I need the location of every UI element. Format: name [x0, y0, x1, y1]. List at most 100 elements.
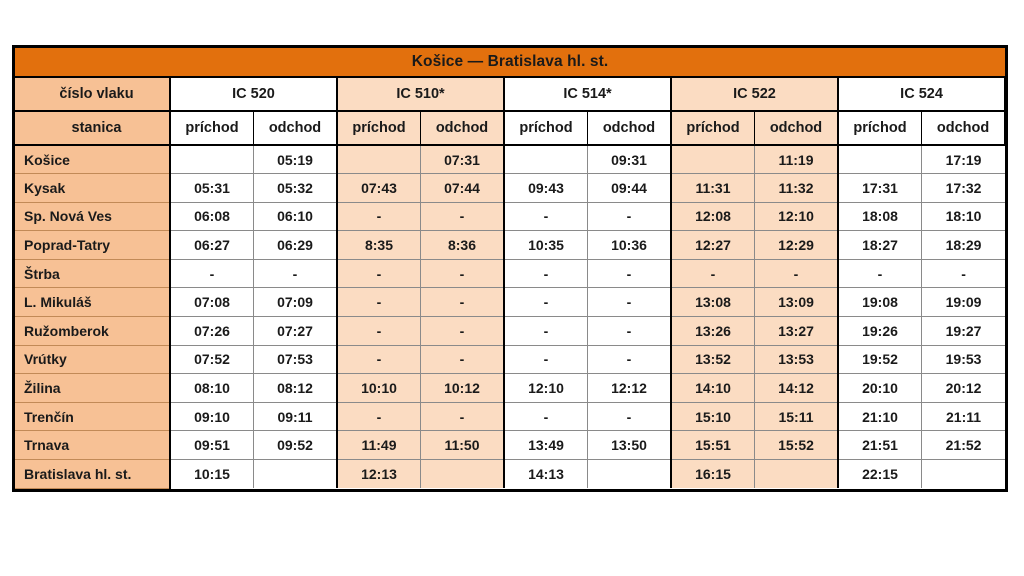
time-cell: 15:51	[671, 430, 755, 461]
station-name[interactable]: Košice	[15, 145, 171, 175]
time-cell	[754, 459, 839, 489]
time-cell: 13:09	[754, 287, 839, 318]
table-row: Košice 05:19 07:31 09:31 11:19 17:19	[15, 145, 1006, 175]
station-name[interactable]: Bratislava hl. st.	[15, 459, 171, 489]
timetable-body: Košice 05:19 07:31 09:31 11:19 17:19 Kysak 05:3…	[15, 145, 1006, 489]
col-header-departure-1: odchod	[253, 111, 338, 146]
time-cell: 12:10	[504, 373, 588, 403]
time-cell: 18:27	[838, 230, 922, 260]
train-number-ic-524[interactable]: IC 524	[838, 77, 1007, 112]
time-cell: 08:10	[170, 373, 254, 403]
station-name[interactable]: Kysak	[15, 173, 171, 203]
time-cell	[921, 459, 1006, 489]
table-row: Ružomberok 07:26 07:27- - - -13:26 13:27 19:26 1…	[15, 316, 1006, 346]
table-row: Vrútky 07:52 07:53- - - -13:52 13:53 19:52 19:53	[15, 345, 1006, 375]
time-cell: 06:29	[253, 230, 338, 260]
time-cell: -	[170, 259, 254, 289]
train-number-ic-520[interactable]: IC 520	[170, 77, 338, 112]
station-name[interactable]: Trenčín	[15, 402, 171, 432]
table-row: Žilina 08:10 08:12 10:10 10:12 12:10 12:12 14:1…	[15, 373, 1006, 403]
time-cell: 09:51	[170, 430, 254, 461]
time-cell: 06:08	[170, 202, 254, 232]
time-cell: -	[420, 402, 505, 432]
time-cell: 15:11	[754, 402, 839, 432]
table-row: Trenčín 09:10 09:11- - - -15:10 15:11 21:10 21:1…	[15, 402, 1006, 432]
table-row: Bratislava hl. st. 10:15 12:13 14:13 16:15 22…	[15, 459, 1006, 489]
time-cell: 07:27	[253, 316, 338, 346]
table-row: Štrba - - - - - - - - - -	[15, 259, 1006, 289]
time-cell: -	[587, 259, 672, 289]
time-cell: 11:49	[337, 430, 421, 461]
station-name[interactable]: Žilina	[15, 373, 171, 403]
time-cell: 09:52	[253, 430, 338, 461]
time-cell: 05:19	[253, 145, 338, 175]
time-cell: 09:43	[504, 173, 588, 203]
time-cell: 09:11	[253, 402, 338, 432]
time-cell: 05:31	[170, 173, 254, 203]
time-cell	[253, 459, 338, 489]
time-cell: -	[504, 402, 588, 432]
col-header-arrival-3: príchod	[504, 111, 588, 146]
station-name[interactable]: Sp. Nová Ves	[15, 202, 171, 232]
time-cell: 12:29	[754, 230, 839, 260]
title-row: Košice — Bratislava hl. st.	[15, 48, 1006, 78]
station-name[interactable]: L. Mikuláš	[15, 287, 171, 318]
time-cell: 10:15	[170, 459, 254, 489]
timetable-container: Košice — Bratislava hl. st. číslo vlaku I…	[12, 45, 1008, 492]
time-cell: 20:12	[921, 373, 1006, 403]
time-cell: 15:52	[754, 430, 839, 461]
time-cell: -	[587, 345, 672, 375]
time-cell: -	[337, 202, 421, 232]
time-cell: -	[754, 259, 839, 289]
time-cell: 17:32	[921, 173, 1006, 203]
col-header-arrival-4: príchod	[671, 111, 755, 146]
station-name[interactable]: Štrba	[15, 259, 171, 289]
station-name[interactable]: Ružomberok	[15, 316, 171, 346]
time-cell: 11:50	[420, 430, 505, 461]
time-cell: 18:08	[838, 202, 922, 232]
station-name[interactable]: Poprad-Tatry	[15, 230, 171, 260]
col-header-arrival-1: príchod	[170, 111, 254, 146]
time-cell: 11:32	[754, 173, 839, 203]
time-cell: 10:12	[420, 373, 505, 403]
time-cell	[504, 145, 588, 175]
time-cell: 09:10	[170, 402, 254, 432]
time-cell: 19:52	[838, 345, 922, 375]
time-cell: 21:10	[838, 402, 922, 432]
time-cell: -	[420, 259, 505, 289]
time-cell: 06:10	[253, 202, 338, 232]
time-cell: 07:09	[253, 287, 338, 318]
time-cell: -	[587, 316, 672, 346]
station-name[interactable]: Vrútky	[15, 345, 171, 375]
train-number-ic-522[interactable]: IC 522	[671, 77, 839, 112]
time-cell: 06:27	[170, 230, 254, 260]
col-header-arrival-2: príchod	[337, 111, 421, 146]
time-cell: -	[420, 316, 505, 346]
time-cell: 12:27	[671, 230, 755, 260]
time-cell: 21:51	[838, 430, 922, 461]
header-label-station: stanica	[15, 111, 171, 146]
time-cell: 11:19	[754, 145, 839, 175]
train-number-ic-514[interactable]: IC 514*	[504, 77, 672, 112]
col-header-arrival-5: príchod	[838, 111, 922, 146]
time-cell: 13:27	[754, 316, 839, 346]
time-cell: 11:31	[671, 173, 755, 203]
time-cell: -	[504, 316, 588, 346]
time-cell: -	[253, 259, 338, 289]
time-cell: -	[587, 202, 672, 232]
time-cell: 21:52	[921, 430, 1006, 461]
time-cell: -	[420, 202, 505, 232]
time-cell: 16:15	[671, 459, 755, 489]
train-number-ic-510[interactable]: IC 510*	[337, 77, 505, 112]
time-cell: 14:10	[671, 373, 755, 403]
station-name[interactable]: Trnava	[15, 430, 171, 461]
timetable-title: Košice — Bratislava hl. st.	[15, 48, 1006, 78]
col-header-departure-4: odchod	[754, 111, 839, 146]
col-header-departure-2: odchod	[420, 111, 505, 146]
time-cell: 05:32	[253, 173, 338, 203]
timetable-header: Košice — Bratislava hl. st. číslo vlaku I…	[15, 48, 1007, 146]
time-cell: 12:10	[754, 202, 839, 232]
time-cell: -	[587, 287, 672, 318]
train-timetable: Košice — Bratislava hl. st. číslo vlaku I…	[15, 48, 1007, 489]
time-cell	[587, 459, 672, 489]
